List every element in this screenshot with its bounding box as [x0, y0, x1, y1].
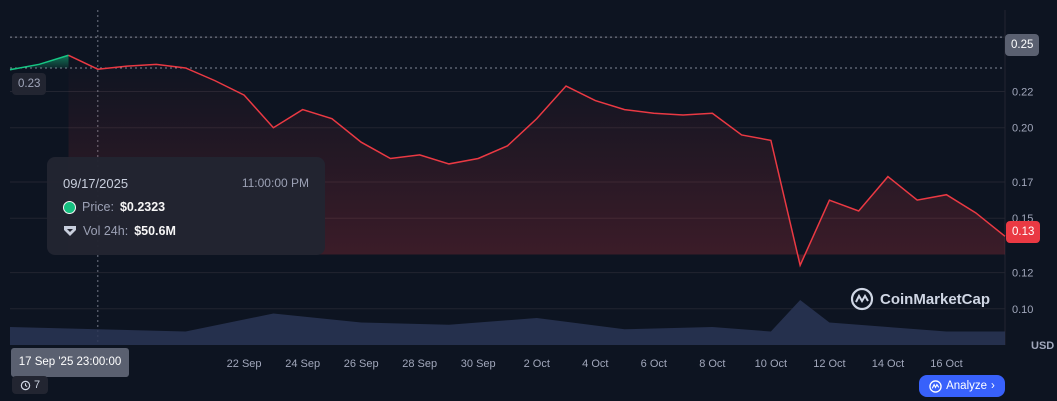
price-line-down: [68, 54, 1006, 268]
y-tick-label: 0.10: [1012, 304, 1033, 316]
x-tick-label: 22 Sep: [227, 358, 262, 370]
tooltip-date: 09/17/2025: [63, 176, 129, 191]
x-tick-label: 10 Oct: [755, 358, 787, 370]
chevron-right-icon: ›: [991, 380, 995, 392]
x-tick-label: 12 Oct: [813, 358, 845, 370]
analyze-label: Analyze: [946, 380, 988, 392]
y-axis-unit: USD: [1031, 340, 1054, 352]
x-tick-label: 14 Oct: [872, 358, 904, 370]
x-tick-label: 6 Oct: [641, 358, 667, 370]
history-count: 7: [33, 379, 41, 391]
volume-shield-icon: [64, 226, 76, 236]
y-tick-label: 0.22: [1012, 86, 1033, 98]
x-tick-label: 4 Oct: [582, 358, 608, 370]
tooltip-price-row: Price: $0.2323: [63, 200, 165, 214]
volume-series: [10, 300, 1005, 345]
tooltip-volume-label: Vol 24h:: [83, 224, 129, 238]
x-tick-label: 24 Sep: [285, 358, 320, 370]
price-tooltip: 09/17/2025 11:00:00 PM Price: $0.2323 Vo…: [47, 157, 325, 255]
y-tick-label: 0.12: [1012, 268, 1033, 280]
coinmarketcap-logo: CoinMarketCap: [850, 287, 990, 311]
y-tick-label: 0.20: [1012, 123, 1033, 135]
tooltip-time: 11:00:00 PM: [241, 176, 309, 190]
volume-area: [10, 300, 1005, 345]
x-axis-ticks: 22 Sep 24 Sep 26 Sep 28 Sep 30 Sep 2 Oct 4 Oct…: [227, 358, 963, 370]
price-line: [9, 54, 1006, 268]
y-axis-ticks: 0.220.200.170.150.120.10: [1012, 86, 1033, 315]
tooltip-volume-row: Vol 24h: $50.6M: [63, 224, 176, 238]
history-icon: [20, 380, 31, 390]
open-price-badge: 0.23: [12, 73, 47, 95]
y-tick-label: 0.17: [1012, 177, 1033, 189]
high-price-badge: 0.25: [1005, 34, 1040, 56]
x-tick-label: 2 Oct: [524, 358, 550, 370]
tooltip-price-value: $0.2323: [119, 200, 166, 214]
coinmarketcap-small-icon: [929, 379, 942, 393]
x-tick-label: 16 Oct: [930, 358, 962, 370]
price-line-up: [9, 54, 69, 71]
x-hover-label: 17 Sep '25 23:00:00: [11, 348, 129, 377]
current-price-badge: 0.13: [1006, 221, 1041, 243]
x-tick-label: 30 Sep: [461, 358, 496, 370]
price-dot-icon: [63, 200, 76, 214]
history-button[interactable]: 7: [12, 376, 48, 394]
x-tick-label: 8 Oct: [699, 358, 725, 370]
tooltip-volume-value: $50.6M: [134, 224, 176, 238]
brand-name: CoinMarketCap: [880, 290, 991, 308]
coinmarketcap-icon: [850, 287, 874, 311]
x-tick-label: 26 Sep: [344, 358, 379, 370]
analyze-button[interactable]: Analyze ›: [919, 375, 1005, 397]
tooltip-price-label: Price:: [82, 200, 114, 214]
price-area-up: [10, 55, 69, 70]
x-tick-label: 28 Sep: [402, 358, 437, 370]
